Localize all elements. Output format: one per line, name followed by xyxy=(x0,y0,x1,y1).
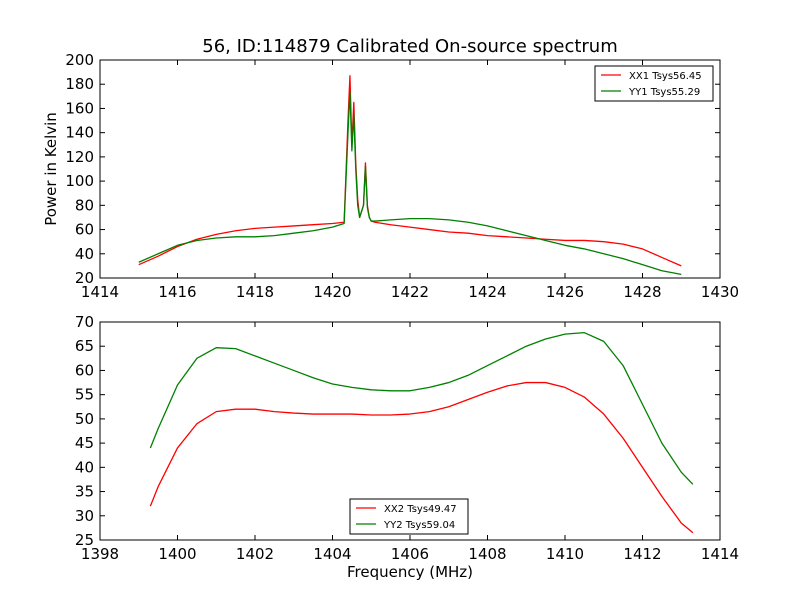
y-tick-label: 35 xyxy=(75,483,94,501)
y-tick-label: 200 xyxy=(65,51,94,69)
x-tick-label: 1398 xyxy=(81,545,119,563)
y-tick-label: 25 xyxy=(75,531,94,549)
y-tick-label: 20 xyxy=(75,269,94,287)
y-tick-label: 80 xyxy=(75,196,94,214)
y-tick-label: 45 xyxy=(75,434,94,452)
legend-box xyxy=(349,498,469,535)
y-tick-label: 100 xyxy=(65,172,94,190)
legend: XX1 Tsys56.45 YY1 Tsys55.29 xyxy=(594,65,714,102)
legend-box xyxy=(594,65,714,102)
x-tick-label: 1402 xyxy=(236,545,274,563)
y-tick-label: 55 xyxy=(75,386,94,404)
x-tick-label: 1418 xyxy=(236,283,274,301)
x-tick-label: 1426 xyxy=(546,283,584,301)
x-tick-label: 1424 xyxy=(468,283,506,301)
x-tick-label: 1408 xyxy=(468,545,506,563)
y-axis-label: Power in Kelvin xyxy=(42,112,60,226)
series-line-1 xyxy=(149,381,694,534)
x-tick-label: 1430 xyxy=(701,283,739,301)
series-line-2 xyxy=(138,90,682,276)
legend-entry: XX1 Tsys56.45 xyxy=(629,71,702,82)
y-tick-label: 30 xyxy=(75,507,94,525)
x-tick-label: 1406 xyxy=(391,545,429,563)
chart-title: 56, ID:114879 Calibrated On-source spect… xyxy=(202,36,618,57)
y-tick-label: 50 xyxy=(75,410,94,428)
x-tick-label: 1414 xyxy=(701,545,739,563)
x-tick-label: 1412 xyxy=(623,545,661,563)
y-tick-label: 160 xyxy=(65,99,94,117)
x-tick-label: 1416 xyxy=(158,283,196,301)
x-tick-label: 1400 xyxy=(158,545,196,563)
legend-entry: XX2 Tsys49.47 xyxy=(384,504,457,515)
series-line-1 xyxy=(138,75,682,267)
bottom-panel: 1398 1400 1402 1404 1406 1408 1410 1412 1414 25 30… xyxy=(75,313,739,563)
y-tick-label: 60 xyxy=(75,221,94,239)
y-tick-label: 180 xyxy=(65,75,94,93)
x-tick-label: 1428 xyxy=(623,283,661,301)
y-tick-label: 40 xyxy=(75,245,94,263)
x-tick-label: 1410 xyxy=(546,545,584,563)
legend-entry: YY1 Tsys55.29 xyxy=(628,87,700,98)
series-line-2 xyxy=(149,332,694,485)
legend-entry: YY2 Tsys59.04 xyxy=(383,520,455,531)
x-tick-label: 1422 xyxy=(391,283,429,301)
x-tick-label: 1420 xyxy=(313,283,351,301)
y-tick-label: 65 xyxy=(75,337,94,355)
legend: XX2 Tsys49.47 YY2 Tsys59.04 xyxy=(349,498,469,535)
y-tick-label: 40 xyxy=(75,458,94,476)
y-tick-label: 120 xyxy=(65,148,94,166)
y-tick-label: 70 xyxy=(75,313,94,331)
y-tick-label: 60 xyxy=(75,361,94,379)
x-tick-label: 1404 xyxy=(313,545,351,563)
x-tick-label: 1414 xyxy=(81,283,119,301)
y-tick-label: 140 xyxy=(65,124,94,142)
x-axis-label: Frequency (MHz) xyxy=(347,563,473,581)
top-panel: 1414 1416 1418 1420 1422 1424 1426 1428 1430 20 40… xyxy=(65,51,739,301)
